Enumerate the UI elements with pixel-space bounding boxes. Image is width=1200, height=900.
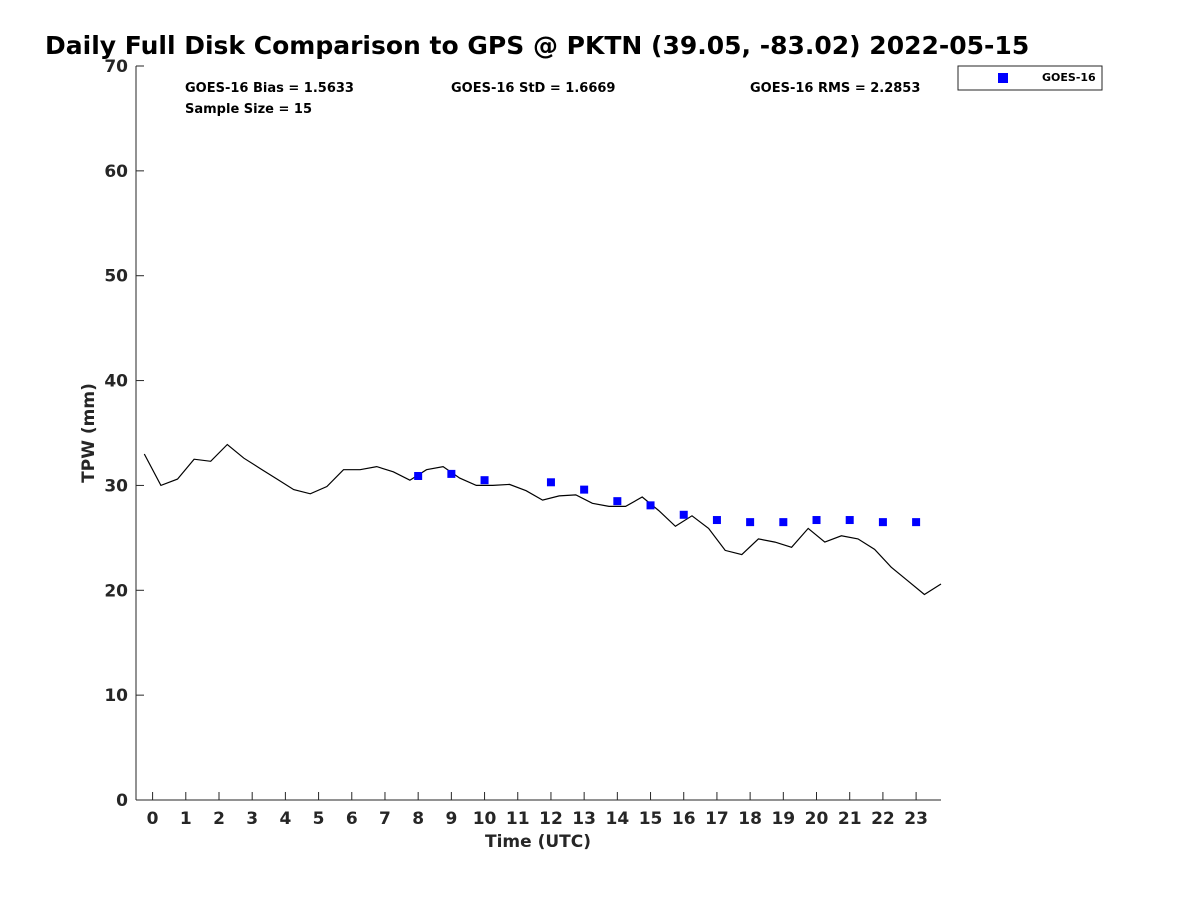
goes16-point (679, 510, 688, 519)
goes16-point (746, 518, 755, 527)
x-tick-label: 19 (771, 809, 795, 829)
x-tick-label: 18 (738, 809, 762, 829)
goes16-point (646, 501, 655, 510)
goes16-point (712, 516, 721, 525)
x-tick-label: 20 (805, 809, 829, 829)
std-stat: GOES-16 StD = 1.6669 (451, 81, 615, 96)
y-tick-label: 50 (104, 267, 128, 287)
y-tick-label: 70 (104, 57, 128, 77)
y-tick-label: 0 (116, 791, 128, 811)
chart-title: Daily Full Disk Comparison to GPS @ PKTN… (45, 31, 1029, 60)
y-tick-label: 30 (104, 476, 128, 496)
goes16-point (613, 497, 622, 506)
x-axis-label: Time (UTC) (485, 832, 591, 852)
x-tick-label: 13 (572, 809, 596, 829)
x-tick-label: 11 (506, 809, 530, 829)
y-tick-label: 20 (104, 581, 128, 601)
y-tick-label: 10 (104, 686, 128, 706)
y-tick-label: 40 (104, 372, 128, 392)
x-tick-label: 16 (672, 809, 696, 829)
x-tick-label: 17 (705, 809, 729, 829)
x-tick-label: 9 (445, 809, 457, 829)
x-tick-label: 1 (180, 809, 192, 829)
stats-annotations: GOES-16 Bias = 1.5633 GOES-16 StD = 1.66… (185, 81, 920, 117)
x-tick-label: 7 (379, 809, 391, 829)
legend-box (957, 65, 1103, 91)
x-tick-label: 23 (904, 809, 928, 829)
x-tick-label: 12 (539, 809, 563, 829)
y-axis-ticks: 0 10 20 30 40 50 60 70 (104, 57, 144, 811)
goes16-point (779, 518, 788, 527)
goes16-point (480, 476, 489, 485)
goes16-point (580, 485, 589, 494)
sample-size-stat: Sample Size = 15 (185, 102, 312, 117)
x-tick-label: 0 (147, 809, 159, 829)
rms-stat: GOES-16 RMS = 2.2853 (750, 81, 920, 96)
goes16-point (912, 518, 921, 527)
x-axis-ticks: 0 1 2 3 4 5 6 7 8 9 10 11 12 13 14 15 16 17 18 19 20 21 22 23 (147, 792, 928, 829)
bias-stat: GOES-16 Bias = 1.5633 (185, 81, 354, 96)
x-tick-label: 22 (871, 809, 895, 829)
goes16-point (414, 471, 423, 480)
x-tick-label: 21 (838, 809, 862, 829)
x-tick-label: 3 (246, 809, 258, 829)
x-tick-label: 6 (346, 809, 358, 829)
gps-tpw-line (143, 443, 942, 596)
x-tick-label: 8 (412, 809, 424, 829)
legend: GOES-16 (957, 65, 1103, 91)
series-layer (143, 443, 942, 596)
x-tick-label: 4 (279, 809, 291, 829)
x-tick-label: 2 (213, 809, 225, 829)
x-tick-label: 14 (606, 809, 630, 829)
goes16-point (845, 516, 854, 525)
goes16-point (447, 469, 456, 478)
y-tick-label: 60 (104, 162, 128, 182)
goes16-point (546, 478, 555, 487)
y-axis-label: TPW (mm) (79, 383, 99, 483)
legend-label-goes16: GOES-16 (1042, 71, 1096, 84)
x-tick-label: 10 (473, 809, 497, 829)
goes16-point (878, 518, 887, 527)
x-tick-label: 5 (313, 809, 325, 829)
plot-axes (135, 66, 941, 801)
x-tick-label: 15 (639, 809, 663, 829)
goes16-point (812, 516, 821, 525)
legend-marker-goes16 (998, 73, 1008, 83)
